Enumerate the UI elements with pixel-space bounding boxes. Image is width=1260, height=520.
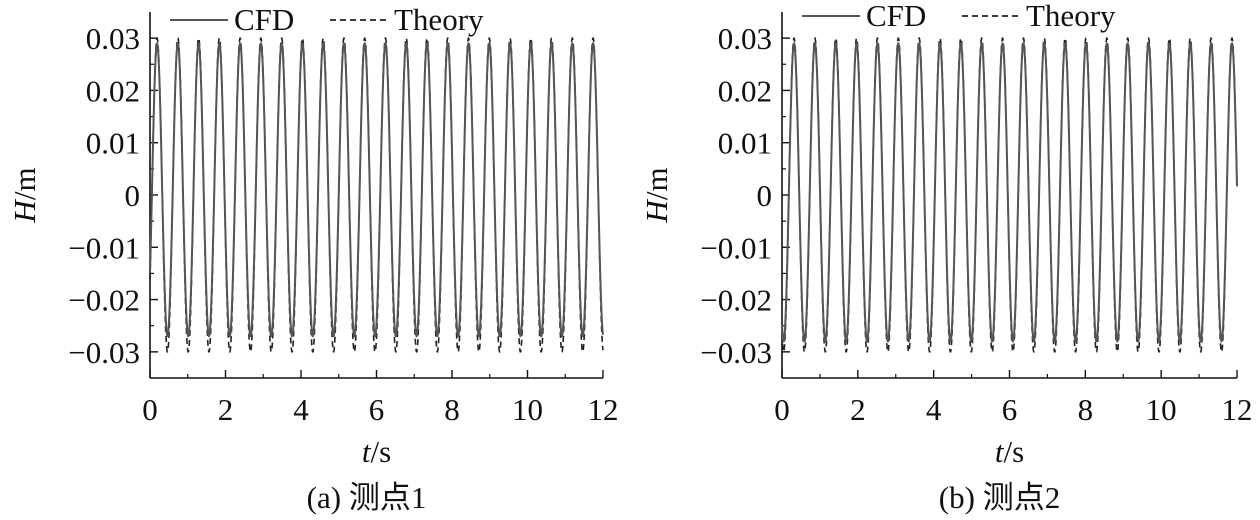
legend: CFD Theory: [170, 2, 484, 37]
y-tick-label: −0.02: [700, 283, 772, 318]
panel-caption: (b) 测点2: [939, 480, 1060, 515]
x-axis-label-var: t: [995, 434, 1005, 469]
y-tick-label: 0.01: [86, 126, 140, 161]
x-tick-label: 0: [774, 392, 790, 427]
y-tick-label: −0.03: [700, 335, 772, 370]
legend-label-cfd: CFD: [234, 2, 294, 37]
x-tick-label: 10: [512, 392, 543, 427]
legend-label-theory: Theory: [394, 2, 484, 37]
chart-panel-b: 0.030.020.010−0.01−0.02−0.030 2 4 6 8 10 12CFD…: [639, 0, 1253, 515]
y-axis-label-var: H: [639, 199, 674, 224]
y-axis-label-unit: /m: [7, 167, 42, 200]
x-tick-label: 6: [369, 392, 385, 427]
panel-caption: (a) 测点1: [307, 480, 427, 515]
x-tick-label: 12: [588, 392, 619, 427]
y-tick-label: −0.01: [68, 230, 140, 265]
series-line-cfd: [149, 42, 604, 338]
x-axis-label: t/s: [995, 434, 1024, 469]
x-axis-label-var: t: [362, 434, 372, 469]
y-tick-label: 0.01: [718, 126, 772, 161]
x-tick-label: 8: [1078, 392, 1094, 427]
series-line-theory: [781, 37, 1238, 353]
y-axis-label-var: H: [7, 199, 42, 224]
y-axis-label-unit: /m: [639, 167, 674, 200]
x-tick-label: 2: [850, 392, 866, 427]
x-tick-label: 8: [444, 392, 460, 427]
x-tick-label: 12: [1222, 392, 1253, 427]
y-tick-label: 0.02: [718, 73, 772, 108]
y-tick-label: −0.03: [68, 335, 140, 370]
y-tick-label: −0.02: [68, 283, 140, 318]
x-axis-label: t/s: [362, 434, 391, 469]
chart-panel-a: 0.030.020.010−0.01−0.02−0.030 2 4 6 8 10 12CFD…: [7, 2, 619, 515]
y-axis-label: H/m: [639, 167, 674, 223]
y-tick-label: −0.01: [700, 230, 772, 265]
y-tick-label: 0: [125, 178, 141, 213]
y-tick-label: 0.02: [86, 73, 140, 108]
legend-label-theory: Theory: [1026, 0, 1116, 33]
x-axis-label-unit: /s: [370, 434, 391, 469]
y-tick-label: 0.03: [86, 21, 140, 56]
x-tick-label: 10: [1146, 392, 1177, 427]
y-tick-label: 0.03: [718, 21, 772, 56]
x-tick-label: 0: [142, 392, 158, 427]
y-axis-label: H/m: [7, 167, 42, 223]
series-line-cfd: [781, 42, 1238, 343]
x-tick-label: 2: [218, 392, 234, 427]
x-tick-label: 6: [1002, 392, 1018, 427]
x-axis-label-unit: /s: [1003, 434, 1024, 469]
x-tick-label: 4: [293, 392, 309, 427]
legend-label-cfd: CFD: [866, 0, 926, 33]
y-tick-label: 0: [757, 178, 773, 213]
legend: CFD Theory: [802, 0, 1116, 33]
x-tick-label: 4: [926, 392, 942, 427]
